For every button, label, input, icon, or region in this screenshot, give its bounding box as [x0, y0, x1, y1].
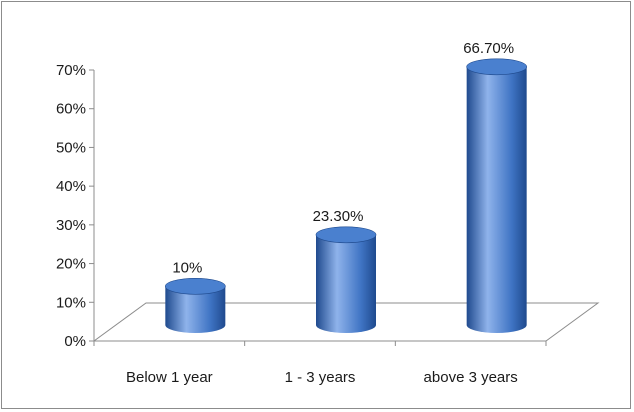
y-tick-label: 0% [64, 333, 86, 350]
bar-body [316, 234, 376, 333]
x-category-label: above 3 years [424, 369, 518, 386]
x-category-label: 1 - 3 years [285, 369, 356, 386]
bar-0 [165, 277, 226, 333]
bar-body [165, 286, 226, 333]
bar-top [315, 226, 377, 244]
y-tick-label: 60% [56, 101, 86, 118]
bars [165, 58, 527, 333]
bar-top [466, 58, 527, 76]
bar-1 [315, 226, 377, 333]
y-tick-label: 40% [56, 178, 86, 195]
y-tick-label: 70% [56, 62, 86, 79]
y-tick-label: 20% [56, 256, 86, 273]
x-category-label: Below 1 year [126, 369, 213, 386]
bar-2 [466, 58, 527, 333]
bar-body [466, 66, 527, 333]
y-axis-ticks: 0% 10% 20% 30% 40% 50% 60% 70% [56, 62, 94, 350]
data-label: 23.30% [313, 208, 364, 225]
category-labels: Below 1 year 1 - 3 years above 3 years [126, 369, 518, 386]
data-labels: 10% 23.30% 66.70% [172, 40, 514, 277]
y-tick-label: 30% [56, 217, 86, 234]
y-tick-label: 50% [56, 139, 86, 156]
data-label: 66.70% [463, 40, 514, 57]
y-tick-label: 10% [56, 294, 86, 311]
bar-top [165, 277, 226, 295]
data-label: 10% [172, 259, 202, 276]
axes [92, 70, 600, 346]
